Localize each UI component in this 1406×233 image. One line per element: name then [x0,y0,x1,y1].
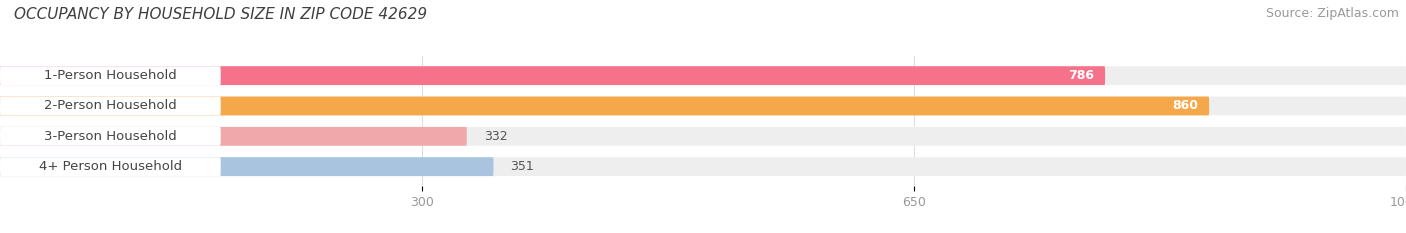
Text: 2-Person Household: 2-Person Household [44,99,177,113]
Text: 1-Person Household: 1-Person Household [44,69,177,82]
FancyBboxPatch shape [0,157,221,176]
Text: 332: 332 [484,130,508,143]
Text: 4+ Person Household: 4+ Person Household [39,160,181,173]
FancyBboxPatch shape [0,97,221,115]
Text: 351: 351 [510,160,534,173]
Text: 3-Person Household: 3-Person Household [44,130,177,143]
Text: 786: 786 [1069,69,1094,82]
FancyBboxPatch shape [0,157,494,176]
Text: OCCUPANCY BY HOUSEHOLD SIZE IN ZIP CODE 42629: OCCUPANCY BY HOUSEHOLD SIZE IN ZIP CODE … [14,7,427,22]
Text: Source: ZipAtlas.com: Source: ZipAtlas.com [1265,7,1399,20]
FancyBboxPatch shape [0,97,1406,115]
Text: 860: 860 [1173,99,1198,113]
FancyBboxPatch shape [0,66,1105,85]
FancyBboxPatch shape [0,97,1209,115]
FancyBboxPatch shape [0,66,221,85]
FancyBboxPatch shape [0,157,1406,176]
FancyBboxPatch shape [0,127,467,146]
FancyBboxPatch shape [0,66,1406,85]
FancyBboxPatch shape [0,127,1406,146]
FancyBboxPatch shape [0,127,221,146]
